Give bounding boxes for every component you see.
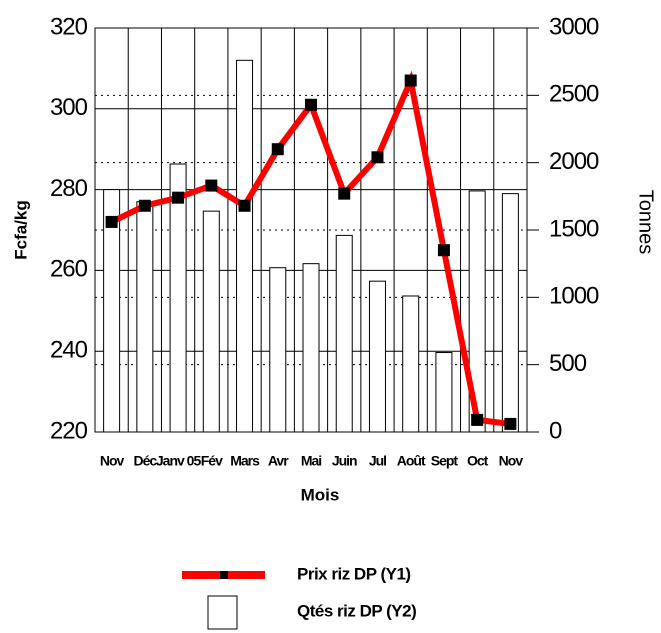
point: [271, 143, 284, 156]
x-tick-label: Nov: [100, 453, 125, 469]
x-tick-label: Fév: [201, 453, 223, 469]
point: [305, 98, 317, 111]
point: [238, 199, 251, 212]
bar: [202, 210, 220, 433]
bar: [402, 295, 420, 433]
x-tick-label: Juin: [332, 453, 357, 469]
bar: [169, 163, 187, 433]
point: [105, 215, 118, 228]
y-tick-label: 260: [50, 256, 88, 283]
bar: [335, 234, 353, 433]
y2-tick-label: 500: [549, 350, 587, 377]
y-tick-label: 240: [50, 337, 88, 364]
point: [471, 413, 484, 426]
y-tick-label: 220: [50, 417, 88, 444]
x-tick-label: Oct: [467, 453, 489, 469]
point: [205, 179, 218, 192]
y2-tick-label: 1500: [549, 215, 599, 242]
bar: [435, 352, 453, 433]
y2-tick-label: 3000: [549, 13, 599, 40]
point: [172, 191, 185, 204]
point: [338, 187, 351, 200]
plot-frame: [94, 27, 528, 433]
bar: [501, 193, 519, 433]
x-tick-label: Jul: [369, 453, 386, 469]
y-tick-label: 320: [50, 13, 88, 40]
x-tick-label: Mai: [301, 453, 321, 469]
bar: [302, 263, 320, 433]
bar: [269, 267, 287, 433]
y-axis-title: Fcfa/kg: [11, 200, 30, 260]
y2-tick-label: 2500: [549, 81, 599, 108]
y2-tick-label: 0: [549, 417, 562, 444]
x-tick-label: Août: [397, 453, 426, 469]
y-tick-label: 280: [50, 175, 88, 202]
x-axis-title: Mois: [301, 485, 340, 504]
y2-tick-label: 2000: [549, 148, 599, 175]
bar: [236, 59, 254, 433]
x-tick-label: Sept: [431, 453, 459, 469]
point: [437, 244, 450, 257]
point: [504, 417, 517, 430]
x-tick-label: Avr: [268, 453, 289, 469]
legend-box: [207, 595, 238, 630]
y2-tick-label: 1000: [549, 283, 599, 310]
x-tick-label: Mars: [230, 453, 260, 469]
y2-axis-title: Tonnes: [635, 190, 657, 255]
legend-label: Prix riz DP (Y1): [297, 564, 411, 583]
x-tick-label: Nov: [499, 453, 524, 469]
y-tick-label: 300: [50, 94, 88, 121]
point: [404, 74, 417, 87]
x-tick-label: Déc: [134, 453, 158, 469]
bar: [136, 201, 154, 433]
legend-label: Qtés riz DP (Y2): [297, 601, 416, 620]
point: [138, 199, 151, 212]
legend-point: [220, 571, 228, 579]
bar: [368, 280, 386, 433]
x-tick-label: Janv 05: [156, 453, 202, 469]
point: [371, 151, 384, 164]
